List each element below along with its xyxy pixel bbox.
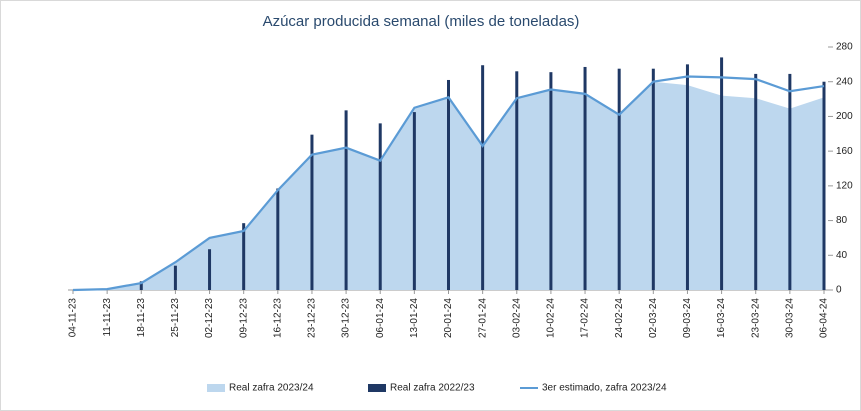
bar <box>754 73 758 291</box>
bar <box>208 249 212 290</box>
x-tick-label: 23-12-23 <box>307 298 318 338</box>
x-tick-label: 11-11-23 <box>102 298 113 337</box>
line <box>72 75 825 292</box>
bar <box>344 110 348 290</box>
x-tick-label: 10-02-24 <box>546 298 557 338</box>
x-tick-label: 30-03-24 <box>785 298 796 338</box>
bar <box>617 68 621 290</box>
x-tick-label: 02-03-24 <box>648 298 659 338</box>
x-tick-label: 16-12-23 <box>272 298 283 338</box>
bar <box>242 223 246 290</box>
bar <box>822 81 826 290</box>
y-tick-label: 80 <box>836 215 848 226</box>
legend-swatch <box>368 384 386 392</box>
bar <box>412 112 416 290</box>
y-tick-label: 200 <box>836 111 853 122</box>
bar <box>651 68 655 290</box>
bar <box>378 123 382 290</box>
bar <box>310 134 314 290</box>
y-tick-label: 160 <box>836 146 853 157</box>
legend-swatch <box>207 384 225 392</box>
y-tick-label: 0 <box>836 285 842 296</box>
x-tick-label: 27-01-24 <box>477 298 488 338</box>
x-tick-label: 20-01-24 <box>443 298 454 338</box>
x-tick-label: 09-12-23 <box>238 298 249 338</box>
bar <box>276 188 280 290</box>
x-tick-label: 06-01-24 <box>375 298 386 338</box>
legend-label: Real zafra 2023/24 <box>229 383 314 394</box>
y-tick-label: 280 <box>836 42 853 53</box>
legend-item: Real zafra 2023/24 <box>207 383 314 394</box>
bar <box>139 281 143 290</box>
x-tick-label: 23-03-24 <box>750 298 761 338</box>
bar <box>447 79 450 290</box>
y-tick-label: 240 <box>836 76 853 87</box>
x-tick-label: 16-03-24 <box>716 298 727 338</box>
bar <box>583 66 587 290</box>
bar <box>173 265 177 290</box>
bar <box>685 64 689 290</box>
chart-title: Azúcar producida semanal (miles de tonel… <box>263 13 580 30</box>
x-tick-label: 03-02-24 <box>511 298 522 338</box>
x-tick-label: 17-02-24 <box>580 298 591 338</box>
legend-item: Real zafra 2022/23 <box>368 383 475 394</box>
x-tick-label: 13-01-24 <box>409 298 420 338</box>
bar <box>481 65 485 290</box>
x-tick-label: 04-11-23 <box>68 298 79 338</box>
x-tick-label: 02-12-23 <box>204 298 215 338</box>
x-tick-label: 09-03-24 <box>682 298 693 338</box>
legend-label: 3er estimado, zafra 2023/24 <box>542 383 667 394</box>
x-tick-label: 18-11-23 <box>136 298 147 338</box>
x-tick-label: 06-04-24 <box>819 298 830 338</box>
bar <box>549 72 553 291</box>
bar <box>720 57 724 290</box>
bar <box>788 73 792 291</box>
x-tick-label: 24-02-24 <box>614 298 625 338</box>
y-tick-label: 40 <box>836 250 848 261</box>
x-tick-label: 30-12-23 <box>341 298 352 338</box>
y-tick-label: 120 <box>836 180 853 191</box>
bar <box>515 71 519 290</box>
legend-item: 3er estimado, zafra 2023/24 <box>520 383 667 394</box>
legend-label: Real zafra 2022/23 <box>390 383 475 394</box>
x-tick-label: 25-11-23 <box>170 298 181 338</box>
